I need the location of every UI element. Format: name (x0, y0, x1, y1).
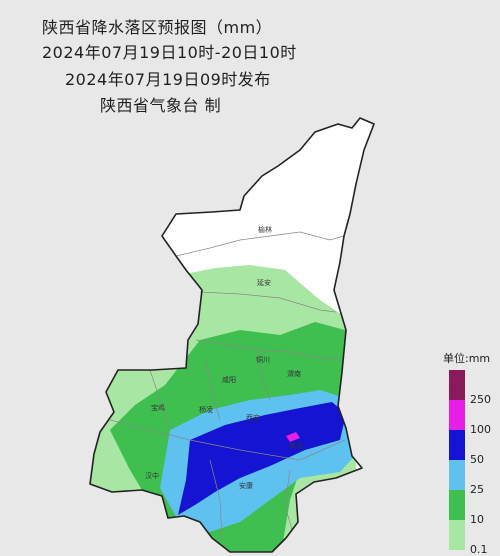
city-label-ankang: 安康 (239, 481, 253, 490)
legend-swatch-0-1 (449, 520, 465, 550)
legend-label-250: 250 (470, 393, 491, 406)
city-label-weinan: 渭南 (287, 369, 301, 378)
city-label-tongchuan: 铜川 (256, 355, 270, 364)
city-label-shangluo: 商洛 (289, 441, 303, 450)
city-label-yanan: 延安 (257, 278, 271, 287)
rain-area-50 (178, 402, 346, 515)
legend-swatch-25 (449, 460, 465, 490)
city-label-yangling: 杨凌 (199, 405, 213, 414)
legend-label-10: 10 (470, 513, 484, 526)
legend-label-0-1: 0.1 (470, 543, 488, 556)
legend-swatch-10 (449, 490, 465, 520)
city-label-xianyang: 咸阳 (222, 375, 236, 384)
legend-color-bar (449, 370, 465, 550)
legend-label-50: 50 (470, 453, 484, 466)
city-label-xian: 西安 (246, 413, 260, 422)
city-label-baoji: 宝鸡 (151, 403, 165, 412)
issue-time: 2024年07月19日09时发布 (65, 70, 271, 89)
legend-swatch-100 (449, 400, 465, 430)
province-outline (89, 117, 375, 553)
city-label-hanzhong: 汉中 (145, 471, 159, 480)
legend-swatch-50 (449, 430, 465, 460)
map-title: 陕西省降水落区预报图（mm） (42, 18, 273, 37)
legend-label-25: 25 (470, 483, 484, 496)
rain-area-100 (286, 432, 300, 442)
legend-label-100: 100 (470, 423, 491, 436)
legend-swatch-250 (449, 370, 465, 400)
rainfall-fill-layer (90, 118, 374, 552)
city-boundaries (109, 231, 346, 541)
issuer-label: 陕西省气象台 制 (100, 96, 222, 115)
forecast-period: 2024年07月19日10时-20日10时 (42, 43, 297, 62)
legend-unit-label: 单位:mm (443, 352, 491, 365)
city-label-yulin: 榆林 (258, 225, 272, 234)
